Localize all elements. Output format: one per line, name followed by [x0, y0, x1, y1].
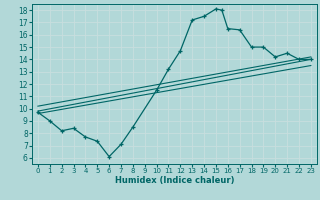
X-axis label: Humidex (Indice chaleur): Humidex (Indice chaleur): [115, 176, 234, 185]
